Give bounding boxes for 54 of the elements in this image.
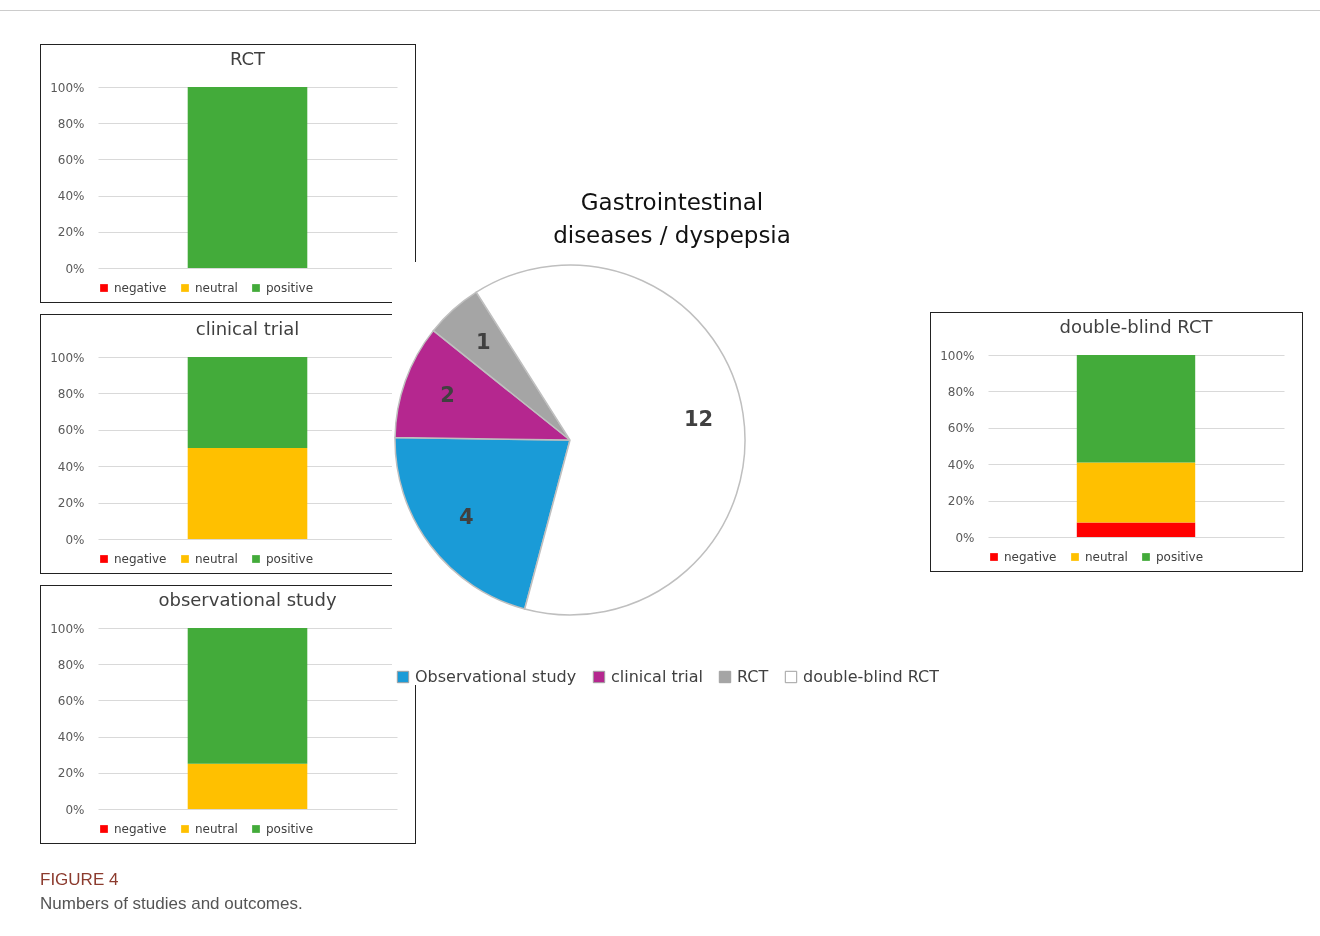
y-tick-label: 40%	[57, 459, 85, 474]
legend-label: neutral	[195, 281, 238, 295]
legend-label: positive	[266, 552, 314, 566]
legend-label: negative	[114, 552, 167, 566]
y-tick-label: 80%	[57, 657, 85, 672]
chart-title: observational study	[158, 589, 337, 610]
y-tick-label: 40%	[57, 189, 85, 204]
y-tick-label: 0%	[65, 261, 85, 276]
chart-title: double-blind RCT	[1059, 316, 1214, 337]
y-tick-label: 100%	[50, 80, 85, 95]
legend-label: positive	[266, 822, 314, 836]
slice-label: double-blind RCT	[803, 667, 940, 686]
data-label: 4	[459, 505, 474, 530]
legend-label: Observational study	[415, 667, 577, 686]
y-tick-label: 40%	[57, 730, 85, 745]
y-tick-label: 20%	[57, 766, 85, 781]
chart-title: clinical trial	[195, 318, 300, 339]
y-tick-label: 80%	[57, 116, 85, 131]
y-tick-label: 100%	[50, 621, 85, 636]
legend-label: RCT	[737, 667, 769, 686]
y-tick-label: 40%	[947, 457, 975, 472]
y-tick-label: 100%	[50, 350, 85, 365]
legend-label: neutral	[195, 552, 238, 566]
bar	[1076, 462, 1196, 523]
y-tick-label: 60%	[947, 421, 975, 436]
y-tick-label: 60%	[57, 693, 85, 708]
y-tick-label: 80%	[57, 386, 85, 401]
legend-label: positive	[1156, 550, 1204, 564]
text: Numbers of studies and outcomes.	[40, 893, 303, 915]
y-tick-label: 0%	[955, 530, 975, 545]
y-tick-label: 20%	[57, 496, 85, 511]
y-tick-label: 80%	[947, 384, 975, 399]
chart-title: RCT	[229, 48, 267, 69]
data-label: 2	[440, 383, 455, 408]
legend-label: clinical trial	[611, 667, 703, 686]
bar	[1076, 355, 1196, 463]
chart-title: Gastrointestinal diseases / dyspepsia	[552, 188, 792, 250]
caption: FIGURE 4	[40, 869, 120, 891]
legend-label: neutral	[195, 822, 238, 836]
y-tick-label: 60%	[57, 152, 85, 167]
y-tick-label: 20%	[57, 225, 85, 240]
legend-label: negative	[1004, 550, 1057, 564]
y-tick-label: 0%	[65, 802, 85, 817]
bar	[1076, 522, 1196, 537]
legend-label: neutral	[1085, 550, 1128, 564]
legend-label: positive	[266, 281, 314, 295]
y-tick-label: 60%	[57, 423, 85, 438]
y-tick-label: 20%	[947, 494, 975, 509]
data-label: 1	[475, 330, 491, 355]
y-tick-label: 100%	[940, 348, 975, 363]
y-tick-label: 0%	[65, 532, 85, 547]
data-label: 12	[683, 407, 714, 432]
legend-label: negative	[114, 281, 167, 295]
legend-label: negative	[114, 822, 167, 836]
